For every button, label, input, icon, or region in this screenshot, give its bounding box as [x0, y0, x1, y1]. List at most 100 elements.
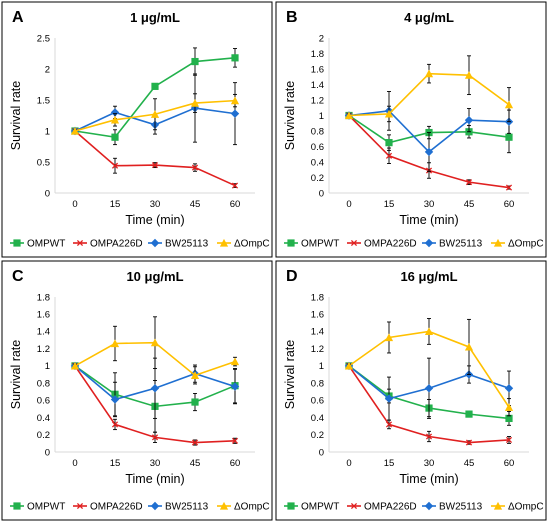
data-point: [150, 110, 160, 118]
data-point: [191, 57, 199, 66]
data-point: [465, 410, 473, 418]
data-point: [424, 327, 434, 336]
data-point: [230, 96, 240, 105]
legend-swatch-marker: [350, 502, 358, 510]
y-tick-label: 0.8: [311, 378, 324, 389]
data-point: [464, 342, 474, 351]
chart-panel-a: A 1 μg/mL 0 0.5 1 1.5 2 2.5 0 15 30 45 60 Time (min) S…: [1, 1, 273, 258]
y-tick-label: 1.8: [311, 292, 324, 303]
y-tick-label: 0.5: [37, 157, 50, 168]
y-tick-label: 0.4: [311, 413, 324, 424]
legend-label: ΔOmpC: [508, 239, 544, 250]
legend-item: OMPA226D: [347, 239, 417, 250]
data-point: [230, 109, 240, 118]
y-tick-label: 1.4: [311, 80, 324, 91]
x-tick-label: 0: [346, 458, 351, 469]
data-point: [344, 111, 354, 120]
data-point: [231, 182, 239, 189]
data-point: [464, 71, 474, 79]
y-tick-label: 1.6: [311, 310, 324, 321]
series--ompc: [70, 93, 240, 135]
legend-item: ΔOmpC: [491, 239, 544, 250]
panel-letter: A: [12, 9, 24, 26]
series--ompc: [344, 55, 514, 123]
data-point: [424, 384, 434, 393]
data-point: [151, 82, 159, 90]
x-tick-label: 0: [72, 199, 77, 210]
y-axis-title: Survival rate: [283, 340, 297, 410]
y-tick-label: 1.6: [311, 64, 324, 75]
legend-item: BW25113: [148, 502, 209, 513]
data-point: [110, 395, 120, 404]
legend-label: ΔOmpC: [508, 502, 544, 513]
x-tick-label: 45: [464, 199, 475, 210]
legend-swatch-marker: [493, 238, 503, 247]
y-axis-title: Survival rate: [283, 81, 297, 151]
legend: OMPWT OMPA226D BW25113 ΔOmpC: [10, 502, 270, 513]
data-point: [465, 439, 473, 446]
legend-swatch-marker: [13, 239, 21, 247]
legend-swatch-marker: [350, 239, 358, 247]
data-point: [385, 152, 393, 159]
data-point: [464, 115, 474, 125]
legend-label: BW25113: [439, 239, 483, 250]
chart-title: 1 μg/mL: [130, 10, 180, 25]
data-point: [505, 184, 513, 191]
legend-label: OMPA226D: [364, 239, 417, 250]
legend-label: BW25113: [165, 239, 209, 250]
legend-item: OMPA226D: [73, 239, 143, 250]
legend-swatch-marker: [219, 238, 229, 247]
data-point: [150, 338, 160, 347]
y-tick-label: 0.6: [37, 396, 50, 407]
data-point: [70, 361, 80, 370]
x-axis-title: Time (min): [125, 213, 184, 227]
x-tick-label: 60: [504, 199, 515, 210]
panel-letter: C: [12, 268, 24, 285]
chart-title: 16 μg/mL: [400, 269, 457, 284]
series-ompa226d: [71, 362, 239, 446]
panel-frame: [275, 260, 547, 521]
data-point: [424, 69, 434, 78]
legend-item: OMPWT: [284, 239, 339, 250]
y-tick-label: 0.2: [311, 173, 324, 184]
legend-label: ΔOmpC: [234, 239, 270, 250]
data-point: [505, 133, 513, 141]
y-tick-label: 0.2: [37, 430, 50, 441]
legend-item: BW25113: [422, 239, 483, 250]
x-tick-label: 15: [384, 458, 395, 469]
legend-swatch-marker: [219, 501, 229, 510]
legend: OMPWT OMPA226D BW25113 ΔOmpC: [284, 502, 544, 513]
x-tick-label: 15: [110, 458, 121, 469]
data-point: [385, 421, 393, 428]
y-tick-label: 1.2: [37, 344, 50, 355]
legend-item: ΔOmpC: [491, 502, 544, 513]
y-tick-label: 1: [45, 361, 50, 372]
legend-swatch-marker: [76, 502, 84, 510]
data-point: [384, 333, 394, 342]
y-axis-title: Survival rate: [9, 81, 23, 151]
data-point: [190, 371, 200, 379]
data-point: [504, 384, 514, 393]
data-point: [231, 54, 239, 62]
y-tick-label: 2: [319, 33, 324, 44]
legend-item: OMPWT: [10, 502, 65, 513]
x-tick-label: 60: [504, 458, 515, 469]
chart-panel-d: D 16 μg/mL 0 0.2 0.4 0.6 0.8 1 1.2 1.4 1.6 1.8 0 15 30…: [275, 260, 547, 521]
legend-swatch-marker: [150, 501, 160, 511]
y-tick-label: 0.6: [311, 142, 324, 153]
data-point: [191, 164, 199, 171]
y-tick-label: 0: [319, 188, 324, 199]
y-tick-label: 1: [319, 361, 324, 372]
y-tick-label: 1.8: [311, 49, 324, 60]
y-tick-label: 0.8: [311, 126, 324, 137]
chart-panel-c: C 10 μg/mL 0 0.2 0.4 0.6 0.8 1 1.2 1.4 1.6 1.8 0 15 30…: [1, 260, 273, 521]
y-tick-label: 1.4: [37, 327, 50, 338]
x-tick-label: 30: [150, 199, 161, 210]
legend-label: BW25113: [439, 502, 483, 513]
data-point: [190, 99, 200, 107]
legend-item: OMPA226D: [347, 502, 417, 513]
data-point: [465, 179, 473, 186]
y-tick-label: 2.5: [37, 33, 50, 44]
legend-item: BW25113: [422, 502, 483, 513]
